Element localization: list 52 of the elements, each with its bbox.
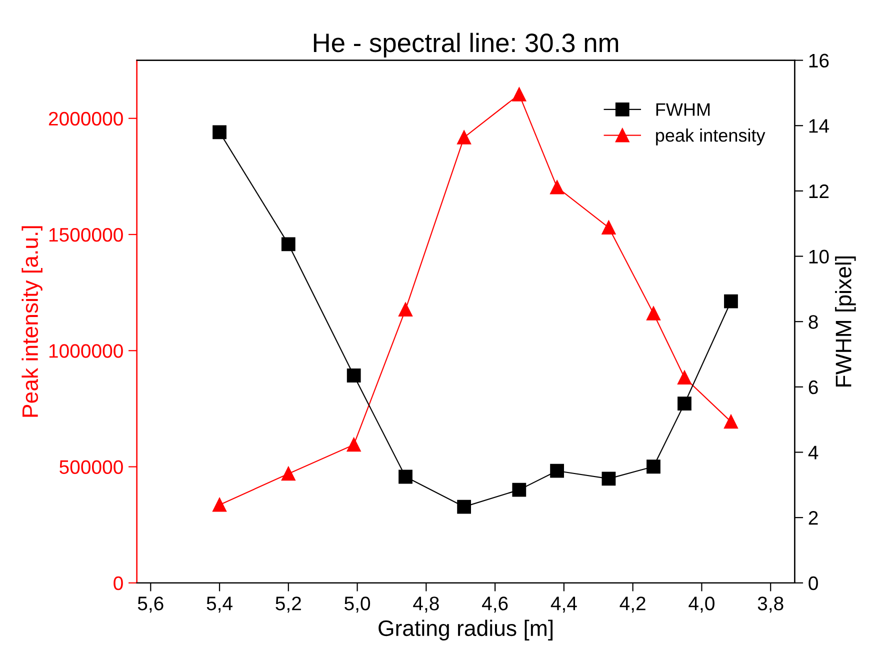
y2-tick-label: 12 (809, 184, 829, 198)
point (724, 414, 738, 429)
point (550, 180, 564, 194)
chart-title: He - spectral line: 30.3 nm (314, 32, 618, 58)
x-axis-title: Grating radius [m] (378, 620, 553, 640)
point (724, 294, 738, 308)
point (212, 498, 226, 512)
point (550, 464, 564, 478)
point (457, 130, 472, 144)
point (646, 460, 660, 474)
legend-label: peak intensity (656, 128, 766, 146)
point (281, 466, 296, 481)
point (281, 237, 296, 252)
point (602, 220, 616, 234)
y2-tick-label: 10 (809, 250, 829, 264)
point (346, 438, 361, 452)
x-tick-label: 5,2 (276, 596, 301, 613)
point (457, 500, 472, 514)
x-tick-label: 5,6 (138, 596, 164, 613)
y2-tick-label: 4 (808, 446, 818, 460)
y2-tick-label: 0 (808, 576, 818, 590)
point (212, 125, 226, 140)
x-tick-label: 4,4 (550, 596, 577, 613)
y2-tick-label: 16 (809, 54, 829, 68)
legend-label: FWHM (656, 103, 710, 116)
y-tick-label: 500000 (60, 460, 123, 474)
x-tick-label: 5,0 (344, 596, 370, 613)
point (398, 302, 412, 316)
x-tick-label: 4,0 (688, 596, 714, 613)
y2-axis-title: FWHM [pixel] (835, 256, 856, 386)
point (602, 472, 616, 486)
point (512, 482, 526, 497)
y2-tick-label: 6 (808, 380, 818, 394)
x-tick-label: 4,2 (620, 596, 646, 613)
x-tick-label: 3,8 (758, 596, 784, 613)
y2-tick-label: 8 (808, 315, 818, 329)
point (512, 88, 526, 102)
y-tick-label: 0 (114, 576, 123, 590)
y-tick-label: 1500000 (49, 228, 123, 242)
y-tick-label: 2000000 (48, 112, 123, 126)
y-axis-title: Peak intensity [a.u.] (22, 226, 42, 417)
x-tick-label: 4,6 (482, 596, 508, 613)
x-tick-label: 5,4 (206, 596, 232, 613)
point (678, 370, 692, 385)
point (398, 470, 412, 484)
y-tick-label: 1000000 (49, 344, 123, 358)
y2-tick-label: 2 (808, 511, 818, 525)
point (346, 368, 361, 382)
point (678, 396, 692, 411)
x-tick-label: 4,8 (413, 596, 439, 613)
point (646, 306, 660, 320)
y2-tick-label: 14 (809, 119, 829, 133)
